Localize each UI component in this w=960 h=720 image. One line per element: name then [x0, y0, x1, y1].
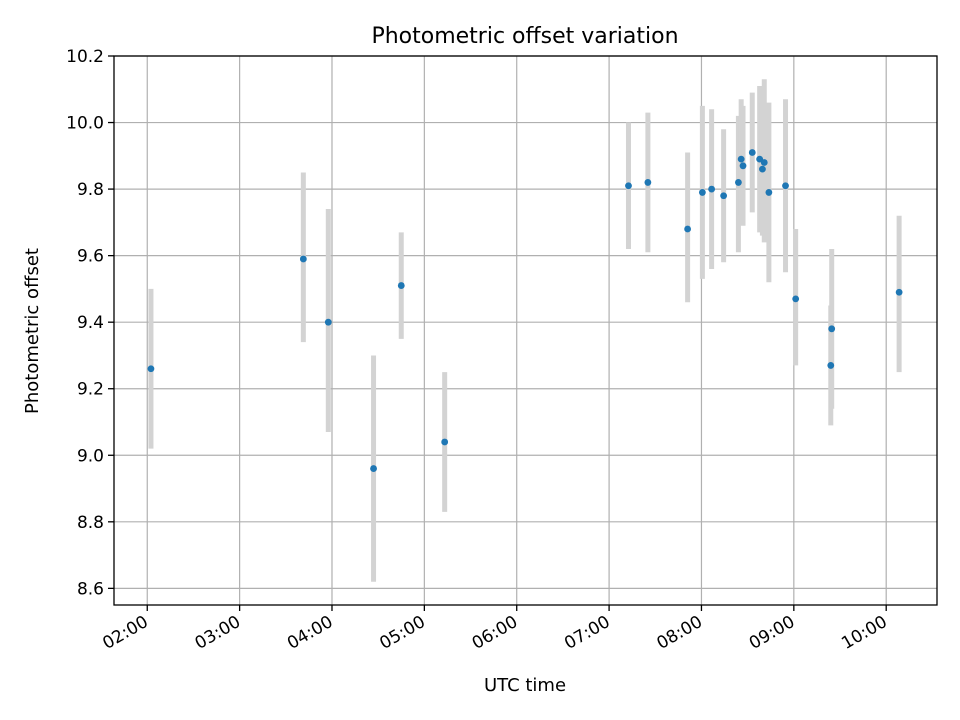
data-point: [644, 179, 652, 186]
data-point: [782, 182, 789, 190]
y-tick-label: 10.0: [66, 114, 104, 134]
x-tick-label: 10:00: [838, 612, 890, 654]
y-tick-label: 9.6: [77, 247, 104, 267]
data-point: [441, 438, 449, 446]
data-point: [720, 192, 728, 200]
x-tick-label: 07:00: [561, 612, 613, 654]
grid-lines: [114, 55, 937, 605]
data-point: [748, 149, 756, 156]
plot-frame: [113, 55, 938, 606]
x-axis-ticks: 02:00 03:00 04:00 05:00 06:00 07:00 08:00 09:00…: [99, 605, 891, 654]
x-tick-label: 06:00: [469, 612, 521, 654]
y-tick-label: 9.2: [77, 380, 104, 400]
y-tick-label: 9.8: [77, 180, 104, 200]
data-point: [708, 185, 716, 193]
data-point: [828, 325, 836, 333]
data-point: [827, 362, 835, 369]
y-axis-label: Photometric offset: [22, 248, 43, 414]
data-point: [370, 465, 377, 472]
data-point: [737, 155, 745, 163]
data-point: [792, 295, 800, 303]
chart-title: Photometric offset variation: [371, 24, 678, 49]
data-point: [324, 318, 332, 326]
x-tick-label: 02:00: [99, 612, 151, 654]
x-tick-label: 08:00: [654, 612, 706, 654]
data-point: [147, 365, 155, 373]
x-axis-label: UTC time: [484, 675, 566, 696]
y-tick-label: 10.2: [66, 47, 104, 67]
y-tick-label: 9.0: [77, 446, 104, 466]
x-tick-label: 09:00: [746, 612, 798, 654]
data-point: [760, 159, 768, 166]
y-tick-label: 8.8: [77, 513, 104, 533]
data-point: [684, 225, 692, 233]
data-point: [765, 189, 773, 196]
data-point: [299, 255, 307, 263]
data-point: [397, 282, 405, 289]
data-point: [625, 182, 632, 190]
x-tick-label: 05:00: [376, 612, 428, 654]
data-points: [147, 149, 903, 472]
x-tick-label: 03:00: [192, 612, 244, 654]
data-point: [735, 179, 742, 186]
data-point: [739, 162, 747, 170]
data-point: [759, 165, 766, 173]
x-tick-label: 04:00: [284, 612, 336, 654]
y-tick-label: 9.4: [77, 313, 104, 333]
error-bars: [148, 79, 902, 582]
data-point: [698, 189, 706, 196]
data-point: [895, 288, 903, 296]
y-tick-label: 8.6: [77, 579, 104, 599]
y-axis-ticks: 8.6 8.8 9.0 9.2 9.4 9.6 9.8 10.0 10.2: [66, 47, 114, 599]
